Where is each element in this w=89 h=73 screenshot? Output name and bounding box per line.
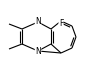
Text: N: N (35, 18, 41, 26)
Text: F: F (59, 19, 63, 28)
Text: N: N (35, 47, 41, 55)
